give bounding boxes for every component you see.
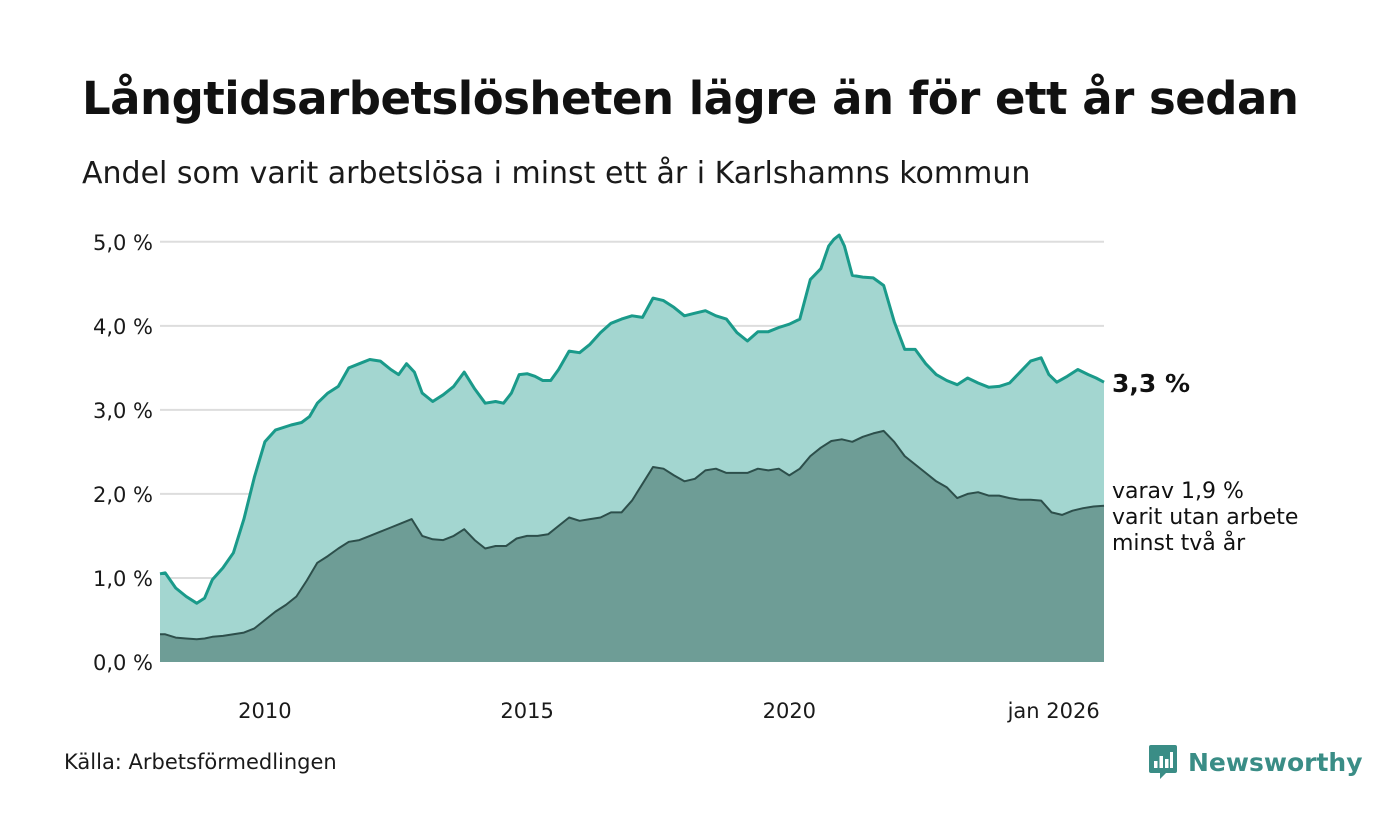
- brand-logo: Newsworthy: [1148, 744, 1363, 780]
- y-tick-label: 5,0 %: [93, 231, 153, 255]
- chart-title: Långtidsarbetslösheten lägre än för ett …: [82, 72, 1299, 125]
- x-tick-label: 2015: [500, 699, 553, 723]
- newsworthy-icon: [1149, 745, 1177, 779]
- y-tick-label: 3,0 %: [93, 399, 153, 423]
- series-label-two-year-line: minst två år: [1112, 530, 1246, 556]
- chart-subtitle: Andel som varit arbetslösa i minst ett å…: [82, 156, 1031, 191]
- y-axis-labels: 0,0 % 1,0 % 2,0 % 3,0 % 4,0 % 5,0 %: [93, 231, 153, 675]
- x-tick-label: 2010: [238, 699, 291, 723]
- source-text: Källa: Arbetsförmedlingen: [64, 750, 337, 774]
- x-axis-labels: 2010 2015 2020 jan 2026: [238, 699, 1100, 723]
- areas-group: [159, 233, 1105, 662]
- line-two-year: [160, 429, 1105, 641]
- series-label-two-year-line: varit utan arbete: [1112, 505, 1298, 530]
- area-two-year: [160, 430, 1104, 662]
- y-tick-label: 0,0 %: [93, 651, 153, 675]
- line-one-year: [159, 233, 1105, 605]
- brand-name: Newsworthy: [1188, 747, 1363, 777]
- y-tick-label: 2,0 %: [93, 483, 153, 507]
- x-tick-label: jan 2026: [1007, 699, 1100, 723]
- series-label-two-year-line: varav 1,9 %: [1112, 479, 1244, 504]
- y-tick-label: 4,0 %: [93, 315, 153, 339]
- series-label-one-year: 3,3 %: [1112, 369, 1190, 398]
- y-tick-label: 1,0 %: [93, 567, 153, 591]
- x-tick-label: 2020: [763, 699, 816, 723]
